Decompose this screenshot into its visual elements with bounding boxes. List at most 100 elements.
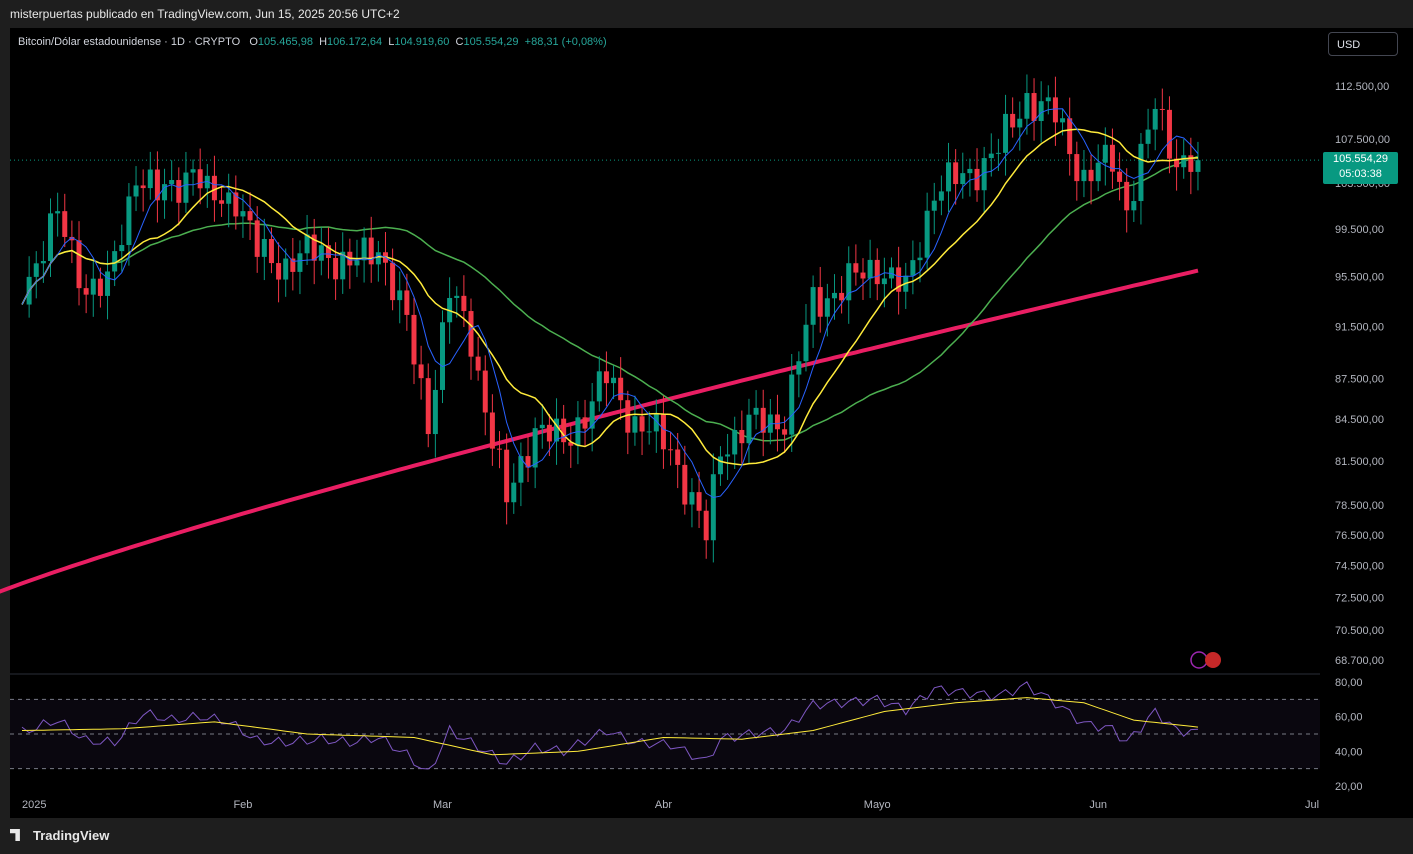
price-tick-label: 81.500,00 [1335, 456, 1384, 468]
candle-body [1145, 129, 1151, 144]
candle-body [83, 288, 89, 295]
last-price-tag: 105.554,29 05:03:38 [1323, 152, 1398, 184]
candle-body [717, 456, 723, 475]
candle-body [782, 429, 788, 435]
candle-body [675, 449, 681, 465]
candle-body [518, 456, 524, 483]
rsi-line [21, 681, 1199, 770]
candle-body [62, 211, 68, 237]
published-by: misterpuertas publicado en TradingView.c… [10, 7, 400, 21]
candle-body [988, 153, 994, 159]
time-tick-label: 2025 [22, 799, 46, 811]
candle-body [981, 158, 987, 191]
rsi-tick-label: 20,00 [1335, 781, 1363, 793]
candle-body [461, 295, 467, 312]
candle-body [1131, 201, 1137, 211]
candle-body [803, 324, 809, 362]
us-flag-icon[interactable] [1205, 652, 1221, 668]
candle-body [668, 449, 674, 451]
candle-body [1195, 160, 1201, 172]
candle-body [154, 169, 160, 201]
price-tick-label: 91.500,00 [1335, 321, 1384, 333]
candle-body [147, 169, 153, 189]
candle-body [603, 371, 609, 384]
price-tick-label: 87.500,00 [1335, 373, 1384, 385]
time-tick-label: Jun [1089, 799, 1107, 811]
ma-mid-line [21, 128, 1199, 466]
low-value: 104.919,60 [394, 36, 450, 48]
candle-body [261, 239, 267, 257]
candle-body [354, 260, 360, 266]
candle-body [796, 361, 802, 375]
candle-body [432, 389, 438, 435]
candle-body [1181, 155, 1187, 168]
price-tick-label: 78.500,00 [1335, 500, 1384, 512]
candle-body [105, 271, 111, 296]
time-tick-label: Feb [233, 799, 252, 811]
candle-body [746, 414, 752, 444]
candle-body [112, 251, 118, 272]
price-tick-label: 74.500,00 [1335, 561, 1384, 573]
candle-body [1010, 113, 1016, 128]
candle-body [140, 185, 146, 189]
candle-body [33, 263, 39, 277]
candle-body [176, 180, 182, 203]
candle-body [725, 454, 731, 457]
candle-body [290, 258, 296, 272]
price-tick-label: 112.500,00 [1335, 81, 1389, 93]
currency-button[interactable]: USD [1328, 32, 1398, 56]
candle-body [1095, 162, 1101, 182]
candle-body [133, 185, 139, 197]
candle-body [219, 200, 225, 204]
top-bar: misterpuertas publicado en TradingView.c… [0, 0, 1413, 28]
candle-body [233, 192, 239, 217]
candle-body [197, 169, 203, 189]
candle-body [1045, 97, 1051, 102]
candle-body [504, 449, 510, 503]
candle-body [831, 292, 837, 299]
candle-body [311, 234, 317, 261]
candle-body [632, 416, 638, 433]
candle-body [276, 263, 282, 280]
candle-body [732, 429, 738, 455]
candle-body [853, 263, 859, 273]
candle-body [910, 260, 916, 276]
price-tick-label: 70.500,00 [1335, 625, 1384, 637]
high-value: 106.172,64 [327, 36, 383, 48]
candle-body [846, 263, 852, 301]
price-tick-label: 95.500,00 [1335, 272, 1384, 284]
candle-body [860, 272, 866, 279]
close-label: C [455, 36, 464, 48]
candle-body [304, 234, 310, 254]
candle-body [917, 257, 923, 261]
candle-body [333, 257, 339, 280]
symbol-legend[interactable]: Bitcoin/Dólar estadounidense · 1D · CRYP… [18, 36, 607, 48]
candle-body [611, 377, 617, 384]
price-tick-label: 107.500,00 [1335, 134, 1390, 146]
candle-body [1060, 118, 1066, 123]
brand-name: TradingView [33, 828, 110, 843]
candle-body [418, 364, 424, 379]
tradingview-logo[interactable]: TradingView [10, 828, 109, 843]
ma-fast-line [21, 108, 1199, 499]
candle-body [953, 162, 959, 185]
candle-body [596, 371, 602, 402]
candle-body [760, 407, 766, 433]
candle-body [425, 378, 431, 435]
lightning-icon[interactable] [1190, 651, 1208, 669]
candle-body [931, 200, 937, 211]
candle-body [254, 220, 260, 257]
candle-body [924, 210, 930, 258]
candle-body [1052, 97, 1058, 123]
candle-body [874, 259, 880, 285]
candle-body [90, 278, 96, 295]
candle-body [169, 180, 175, 185]
candle-body [561, 418, 567, 443]
candle-body [1067, 118, 1073, 155]
candle-body [896, 267, 902, 292]
candle-body [817, 287, 823, 317]
candle-body [1102, 144, 1108, 163]
candle-body [1081, 169, 1087, 182]
price-tick-label: 72.500,00 [1335, 592, 1384, 604]
